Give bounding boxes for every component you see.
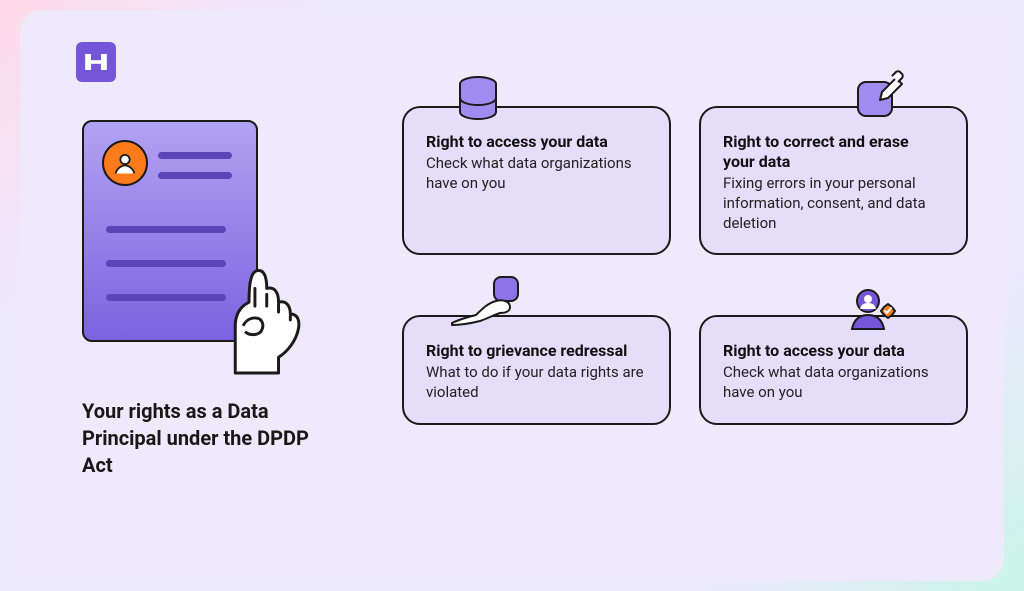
- doc-line: [158, 152, 232, 159]
- rights-grid: Right to access your data Check what dat…: [402, 106, 968, 425]
- card-title: Right to access your data: [723, 341, 944, 361]
- brand-logo: [76, 42, 116, 82]
- card-title: Right to access your data: [426, 132, 647, 152]
- card-desc: Fixing errors in your personal informati…: [723, 174, 944, 233]
- card-desc: Check what data organizations have on yo…: [723, 363, 944, 403]
- hero-illustration: [82, 120, 302, 380]
- doc-line: [158, 172, 232, 179]
- right-card-access-2: Right to access your data Check what dat…: [699, 315, 968, 425]
- edit-icon: [852, 68, 906, 122]
- avatar-icon: [102, 140, 148, 186]
- card-title: Right to grievance redressal: [426, 341, 647, 361]
- right-card-access: Right to access your data Check what dat…: [402, 106, 671, 255]
- card-desc: What to do if your data rights are viola…: [426, 363, 647, 403]
- card-title: Right to correct and erase your data: [723, 132, 944, 172]
- page-title: Your rights as a Data Principal under th…: [82, 398, 332, 479]
- right-card-grievance: Right to grievance redressal What to do …: [402, 315, 671, 425]
- right-card-correct-erase: Right to correct and erase your data Fix…: [699, 106, 968, 255]
- database-icon: [450, 74, 506, 122]
- user-verified-icon: [846, 287, 896, 333]
- fist-icon: [192, 248, 310, 378]
- card-desc: Check what data organizations have on yo…: [426, 154, 647, 194]
- logo-icon: [84, 50, 108, 74]
- hand-card-icon: [450, 275, 534, 327]
- infographic-stage: Your rights as a Data Principal under th…: [20, 10, 1004, 581]
- doc-line: [106, 226, 226, 233]
